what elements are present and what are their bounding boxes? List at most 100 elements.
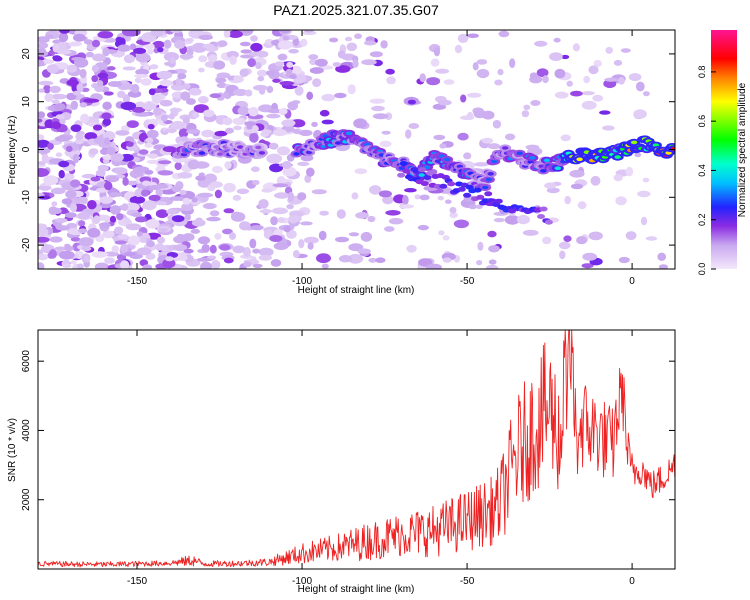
noise-blob xyxy=(258,247,274,257)
noise-blob xyxy=(288,49,299,54)
noise-blob xyxy=(127,180,138,186)
noise-blob xyxy=(93,124,103,131)
noise-blob xyxy=(78,220,86,227)
noise-blob xyxy=(196,257,211,262)
noise-blob xyxy=(52,43,59,53)
noise-blob xyxy=(78,228,88,234)
noise-blob xyxy=(529,72,538,79)
noise-blob xyxy=(635,81,645,92)
noise-blob xyxy=(63,245,74,252)
noise-blob xyxy=(523,104,531,111)
noise-blob xyxy=(157,160,172,165)
noise-blob xyxy=(162,146,177,153)
noise-blob xyxy=(115,130,130,136)
noise-blob xyxy=(615,196,627,206)
noise-blob xyxy=(79,196,88,204)
noise-blob xyxy=(559,250,566,260)
noise-blob xyxy=(120,101,137,111)
branch-blob xyxy=(544,219,553,225)
noise-blob xyxy=(449,206,457,214)
noise-blob xyxy=(368,257,378,263)
noise-blob xyxy=(87,200,97,210)
noise-blob xyxy=(561,54,570,60)
noise-blob xyxy=(516,214,531,225)
noise-blob xyxy=(38,139,50,148)
noise-blob xyxy=(83,39,94,45)
noise-blob xyxy=(433,134,446,140)
noise-blob xyxy=(91,75,98,83)
noise-blob xyxy=(51,201,58,207)
noise-blob xyxy=(498,30,510,38)
noise-blob xyxy=(467,33,479,39)
noise-blob xyxy=(97,31,114,39)
x-tick-label: -100 xyxy=(292,276,312,287)
signal-core xyxy=(670,147,675,151)
noise-blob xyxy=(243,261,252,268)
noise-blob xyxy=(198,172,205,177)
noise-blob xyxy=(107,81,122,87)
noise-blob xyxy=(158,228,168,233)
noise-blob xyxy=(38,262,45,269)
noise-blob xyxy=(101,112,112,120)
noise-blob xyxy=(103,91,114,96)
noise-blob xyxy=(144,142,153,148)
noise-blob xyxy=(645,236,658,241)
noise-blob xyxy=(287,101,299,111)
colorbar-tick-label: 0.6 xyxy=(697,115,707,128)
noise-blob xyxy=(319,109,330,117)
noise-blob xyxy=(185,38,194,43)
noise-blob xyxy=(120,260,130,269)
y-tick-label: 4000 xyxy=(21,419,32,442)
noise-blob xyxy=(252,263,263,268)
noise-blob xyxy=(232,88,249,97)
noise-blob xyxy=(316,253,331,264)
noise-blob xyxy=(625,231,637,241)
noise-blob xyxy=(466,111,474,121)
noise-blob xyxy=(129,43,137,51)
noise-blob xyxy=(144,43,155,50)
noise-blob xyxy=(369,185,382,195)
noise-blob xyxy=(64,212,77,219)
noise-blob xyxy=(570,90,583,97)
noise-blob xyxy=(269,142,279,150)
noise-blob xyxy=(88,148,99,155)
noise-blob xyxy=(265,70,276,76)
noise-blob xyxy=(492,119,502,129)
noise-blob xyxy=(564,195,571,205)
noise-blob xyxy=(97,72,109,79)
noise-blob xyxy=(70,100,79,111)
noise-blob xyxy=(244,121,257,127)
noise-blob xyxy=(38,253,49,261)
noise-blob xyxy=(143,264,152,269)
colorbar-tick-label: 0.0 xyxy=(697,263,707,276)
noise-blob xyxy=(146,240,155,248)
noise-blob xyxy=(569,169,585,178)
noise-blob xyxy=(181,83,191,90)
colorbar: 0.0 0.2 0.4 0.6 0.8 Normalized spectral ampl… xyxy=(697,30,748,275)
noise-blob xyxy=(241,30,254,34)
noise-blob xyxy=(364,40,377,46)
noise-blob xyxy=(153,107,163,116)
noise-blob xyxy=(174,39,186,49)
noise-blob xyxy=(135,216,147,223)
noise-blob xyxy=(230,212,246,222)
noise-blob xyxy=(454,44,463,54)
noise-blob xyxy=(279,30,291,34)
branch-blob xyxy=(410,167,419,172)
noise-blob xyxy=(126,141,134,147)
noise-blob xyxy=(509,58,516,69)
noise-blob xyxy=(618,77,625,85)
noise-blob xyxy=(315,58,328,67)
noise-blob xyxy=(127,90,142,98)
noise-blob xyxy=(38,195,51,200)
noise-blob xyxy=(182,197,191,205)
noise-blob xyxy=(338,255,353,263)
noise-blob xyxy=(38,118,43,123)
noise-blob xyxy=(179,189,187,195)
noise-blob xyxy=(191,197,198,203)
noise-blob xyxy=(217,40,228,47)
signal-core xyxy=(485,177,493,182)
noise-blob xyxy=(111,245,120,253)
noise-blob xyxy=(209,181,223,188)
